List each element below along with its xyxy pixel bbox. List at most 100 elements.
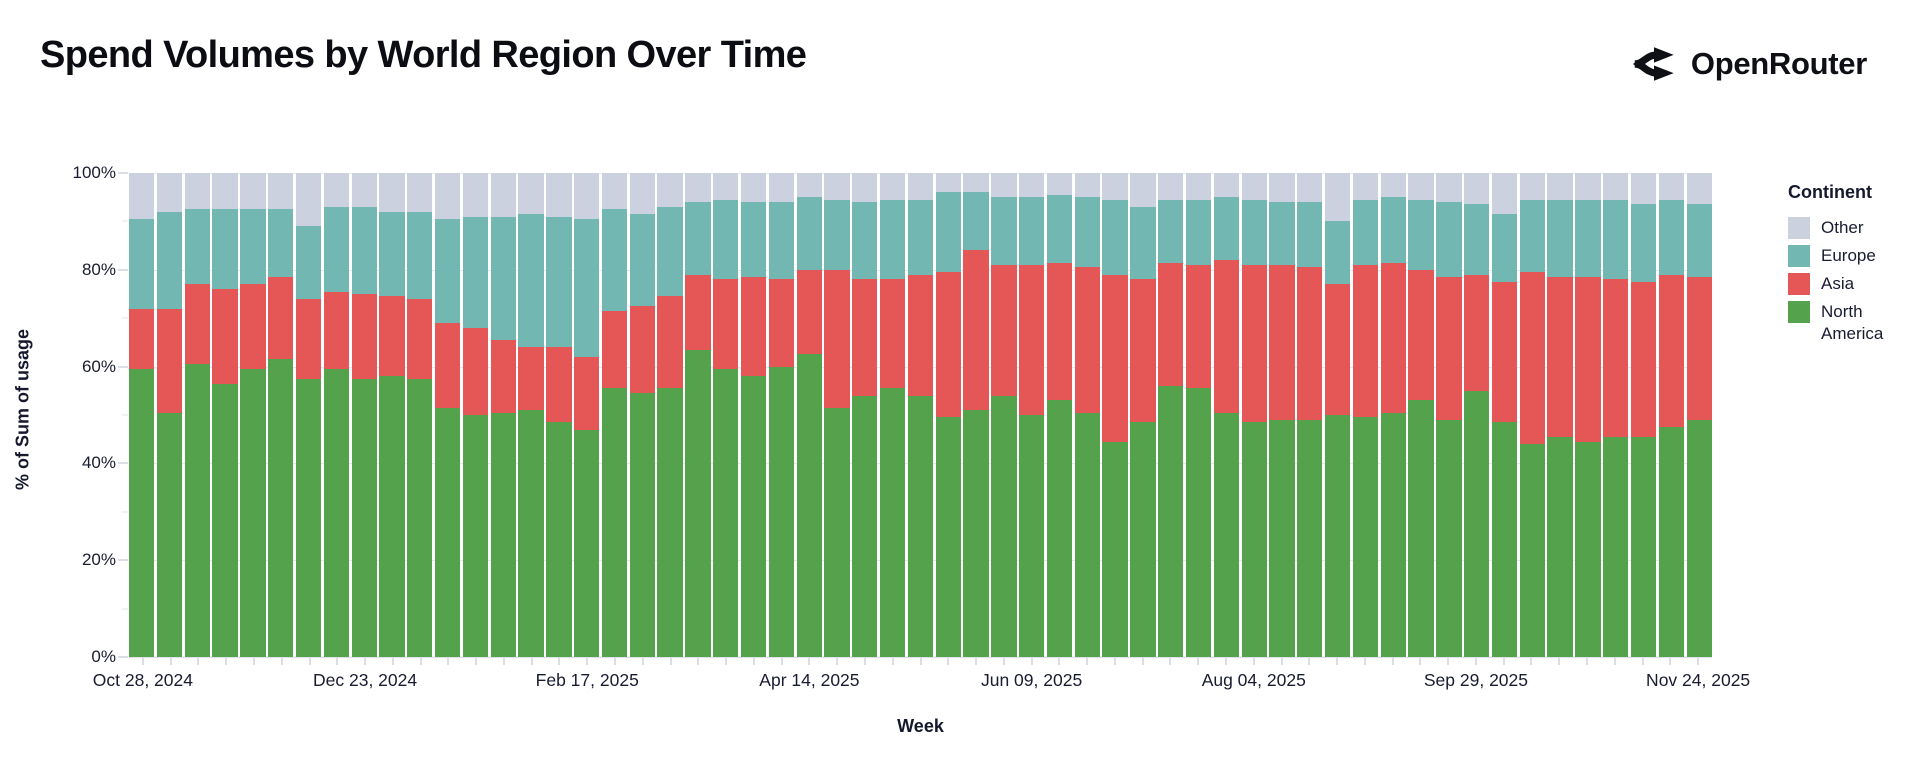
bar-segment-asia[interactable] [1519,272,1545,445]
bar-segment-europe[interactable] [1408,199,1434,270]
bar-segment-asia[interactable] [295,298,322,379]
chart-bar[interactable] [713,173,739,657]
bar-segment-europe[interactable] [184,209,210,285]
bar-segment-europe[interactable] [1464,204,1490,275]
bar-segment-asia[interactable] [1380,262,1406,413]
chart-bar[interactable] [991,173,1017,657]
chart-bar[interactable] [156,173,183,657]
bar-segment-other[interactable] [1019,173,1045,198]
bar-segment-asia[interactable] [879,279,906,389]
bar-segment-asia[interactable] [1046,262,1073,401]
bar-segment-europe[interactable] [963,192,989,251]
bar-segment-north-america[interactable] [796,354,822,657]
chart-bar[interactable] [1046,173,1073,657]
bar-segment-asia[interactable] [657,296,683,389]
chart-bar[interactable] [1464,173,1490,657]
bar-segment-north-america[interactable] [1130,422,1156,657]
bar-segment-europe[interactable] [768,202,794,280]
bar-segment-other[interactable] [518,173,544,215]
chart-bar[interactable] [768,173,794,657]
chart-bar[interactable] [601,173,628,657]
chart-bar[interactable] [963,173,989,657]
bar-segment-other[interactable] [1074,173,1100,198]
bar-segment-asia[interactable] [907,274,934,396]
bar-segment-other[interactable] [1408,173,1434,200]
chart-bar[interactable] [212,173,238,657]
bar-segment-europe[interactable] [1547,199,1573,278]
bar-segment-north-america[interactable] [1241,422,1267,657]
bar-segment-north-america[interactable] [1019,414,1045,657]
bar-segment-other[interactable] [1241,173,1267,200]
bar-segment-north-america[interactable] [601,388,628,657]
bar-segment-north-america[interactable] [546,422,572,657]
bar-segment-north-america[interactable] [1603,436,1629,657]
bar-segment-asia[interactable] [601,310,628,389]
bar-segment-europe[interactable] [1575,199,1601,278]
bar-segment-asia[interactable] [323,291,349,369]
bar-segment-north-america[interactable] [1102,441,1128,657]
bar-segment-europe[interactable] [434,218,461,324]
bar-segment-europe[interactable] [1074,197,1100,268]
bar-segment-asia[interactable] [268,277,294,360]
bar-segment-north-america[interactable] [1575,441,1601,657]
bar-segment-north-america[interactable] [462,414,489,657]
bar-segment-other[interactable] [295,173,322,227]
bar-segment-asia[interactable] [156,308,183,413]
bar-segment-north-america[interactable] [740,376,767,657]
chart-bar[interactable] [1019,173,1045,657]
bar-segment-europe[interactable] [1686,204,1712,278]
bar-segment-asia[interactable] [1213,260,1239,413]
bar-segment-other[interactable] [462,173,489,217]
bar-segment-north-america[interactable] [212,383,238,657]
chart-bar[interactable] [323,173,349,657]
bar-segment-asia[interactable] [963,250,989,411]
chart-bar[interactable] [407,173,433,657]
legend-entry-north-america[interactable]: North America [1788,301,1913,345]
bar-segment-other[interactable] [323,173,349,207]
chart-bar[interactable] [1241,173,1267,657]
bar-segment-asia[interactable] [713,279,739,369]
bar-segment-asia[interactable] [351,293,377,379]
bar-segment-europe[interactable] [129,218,155,309]
bar-segment-europe[interactable] [323,206,349,292]
bar-segment-europe[interactable] [824,199,850,270]
bar-segment-asia[interactable] [1102,274,1128,442]
chart-bar[interactable] [1658,173,1684,657]
bar-segment-north-america[interactable] [657,388,683,657]
bar-segment-other[interactable] [1213,173,1239,198]
bar-segment-europe[interactable] [1436,202,1462,278]
bar-segment-europe[interactable] [1019,197,1045,265]
bar-segment-north-america[interactable] [240,369,266,657]
bar-segment-europe[interactable] [490,216,516,340]
bar-segment-other[interactable] [1297,173,1323,203]
bar-segment-other[interactable] [991,173,1017,198]
bar-segment-north-america[interactable] [935,417,961,657]
bar-segment-asia[interactable] [1019,264,1045,415]
bar-segment-europe[interactable] [1213,197,1239,261]
chart-bar[interactable] [1185,173,1212,657]
bar-segment-europe[interactable] [1269,202,1295,265]
bar-segment-north-america[interactable] [129,369,155,657]
bar-segment-north-america[interactable] [1158,385,1184,657]
bar-segment-other[interactable] [129,173,155,219]
bar-segment-north-america[interactable] [184,364,210,657]
bar-segment-north-america[interactable] [295,378,322,657]
bar-segment-other[interactable] [1158,173,1184,200]
chart-bar[interactable] [184,173,210,657]
bar-segment-other[interactable] [824,173,850,200]
bar-segment-asia[interactable] [434,323,461,408]
legend-entry-other[interactable]: Other [1788,217,1913,239]
bar-segment-europe[interactable] [713,199,739,280]
bar-segment-other[interactable] [1464,173,1490,205]
bar-segment-other[interactable] [1603,173,1629,200]
chart-bar[interactable] [1491,173,1518,657]
bar-segment-other[interactable] [1269,173,1295,203]
bar-segment-europe[interactable] [212,209,238,290]
bar-segment-asia[interactable] [574,356,600,430]
bar-segment-asia[interactable] [1408,269,1434,401]
bar-segment-asia[interactable] [1185,264,1212,389]
bar-segment-europe[interactable] [1102,199,1128,275]
chart-bar[interactable] [1575,173,1601,657]
bar-segment-other[interactable] [713,173,739,200]
bar-segment-europe[interactable] [462,216,489,328]
